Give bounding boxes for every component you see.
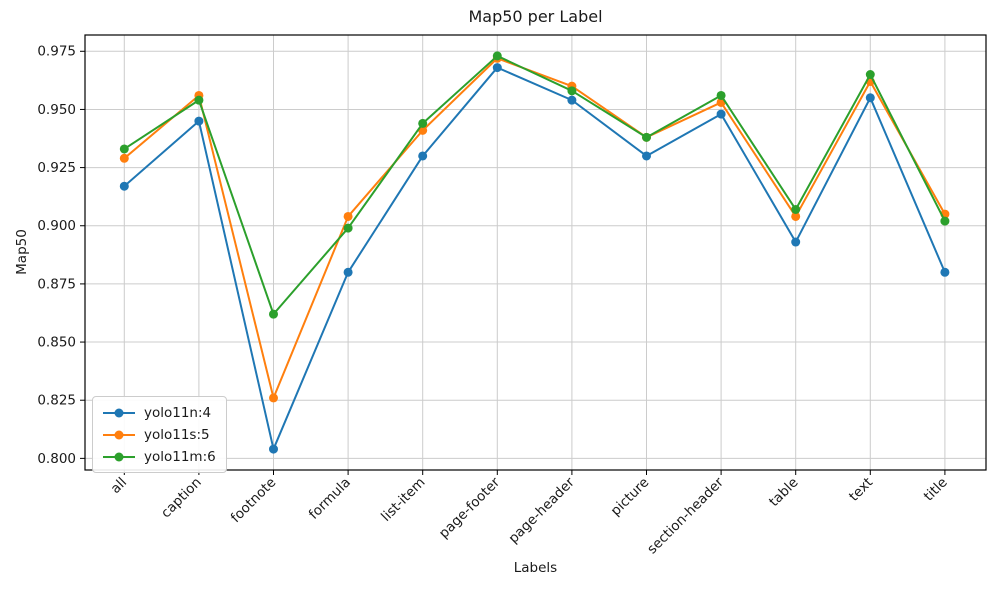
x-tick-label: list-item <box>378 475 428 525</box>
data-point-marker <box>343 267 353 277</box>
data-point-marker <box>492 51 502 61</box>
legend-label: yolo11n:4 <box>144 404 212 421</box>
legend-marker-icon <box>103 408 135 417</box>
data-point-marker <box>194 116 204 126</box>
x-tick-label: picture <box>608 475 653 520</box>
y-tick-label: 0.825 <box>37 393 76 409</box>
chart-title: Map50 per Label <box>468 7 603 26</box>
data-point-marker <box>269 393 278 403</box>
legend-marker-icon <box>103 430 135 439</box>
x-tick-label: title <box>921 475 951 505</box>
data-point-marker <box>343 223 353 233</box>
data-point-marker <box>567 95 577 105</box>
x-tick-label: caption <box>158 475 205 522</box>
x-tick-label: formula <box>306 475 354 523</box>
x-tick-label: page-header <box>505 474 578 547</box>
series-line-yolo11m-6 <box>123 54 946 316</box>
legend-label: yolo11s:5 <box>144 426 210 443</box>
data-point-marker <box>791 204 801 214</box>
x-tick-label: section-header <box>644 474 727 557</box>
series-line-yolo11s-5 <box>123 57 946 399</box>
y-tick-label: 0.850 <box>37 335 76 351</box>
data-point-marker <box>791 237 801 247</box>
data-point-marker <box>269 444 278 454</box>
legend-label: yolo11m:6 <box>144 448 216 465</box>
y-tick-label: 0.925 <box>37 160 76 176</box>
x-tick-label: page-footer <box>436 474 503 541</box>
legend-item: yolo11s:5 <box>102 424 216 445</box>
data-point-marker <box>343 211 353 221</box>
x-tick-label: text <box>846 475 876 505</box>
data-point-marker <box>119 144 129 154</box>
legend-marker-icon <box>103 452 135 461</box>
y-tick-label: 0.950 <box>37 102 76 118</box>
y-tick-label: 0.900 <box>37 218 76 234</box>
series-line-yolo11n-4 <box>123 66 946 451</box>
data-point-marker <box>119 153 129 163</box>
x-tick-label: all <box>108 475 130 497</box>
data-point-marker <box>269 309 278 319</box>
plot-border <box>84 34 987 471</box>
legend: yolo11n:4 yolo11s:5 yolo11m:6 <box>92 396 227 473</box>
data-point-marker <box>940 216 950 226</box>
y-axis-label: Map50 <box>14 229 30 275</box>
data-point-marker <box>865 70 875 80</box>
data-point-marker <box>865 93 875 103</box>
data-point-marker <box>567 86 577 96</box>
data-point-marker <box>716 90 726 100</box>
data-point-marker <box>492 63 502 73</box>
x-tick-label: table <box>766 475 801 510</box>
data-point-marker <box>642 132 651 142</box>
data-point-marker <box>418 151 428 161</box>
data-point-marker <box>791 211 801 221</box>
data-point-marker <box>119 181 129 191</box>
legend-item: yolo11m:6 <box>102 446 216 467</box>
y-tick-label: 0.975 <box>37 44 76 60</box>
legend-item: yolo11n:4 <box>102 402 216 423</box>
data-point-marker <box>940 267 950 277</box>
data-point-marker <box>716 109 726 119</box>
data-point-marker <box>194 95 204 105</box>
x-axis-label: Labels <box>513 560 558 576</box>
x-tick-label: footnote <box>228 475 280 527</box>
data-point-marker <box>418 118 428 128</box>
data-point-marker <box>642 151 651 161</box>
y-tick-label: 0.875 <box>37 276 76 292</box>
y-tick-label: 0.800 <box>37 451 76 467</box>
